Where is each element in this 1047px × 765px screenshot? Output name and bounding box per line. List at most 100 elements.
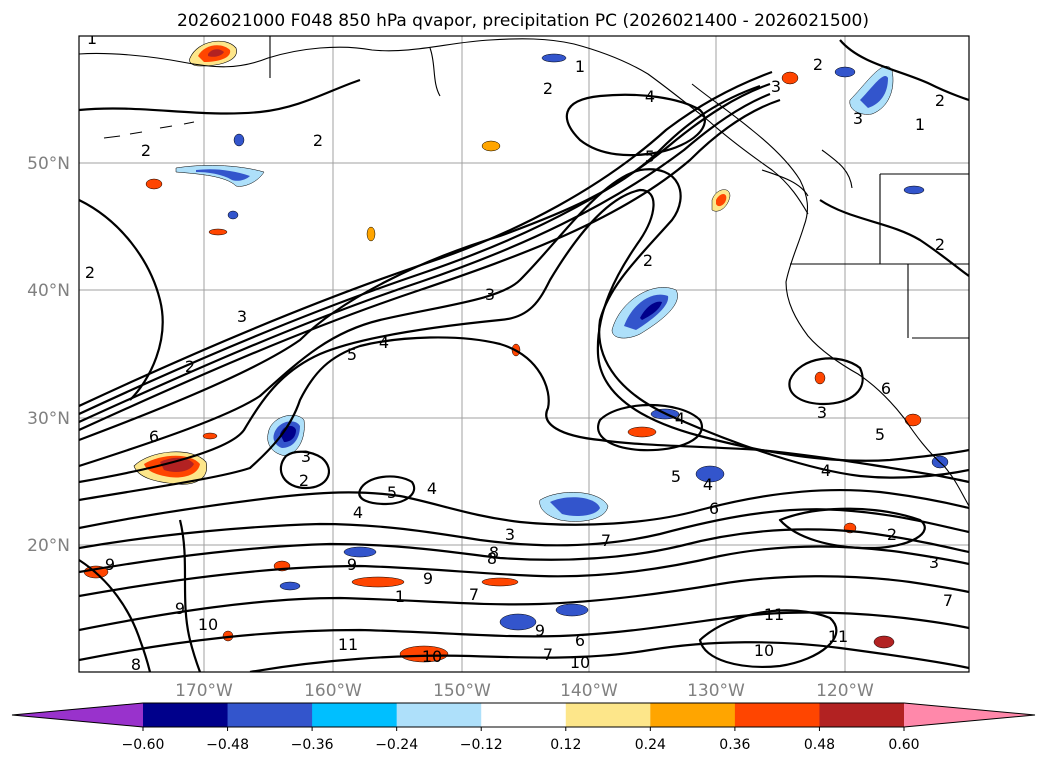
contour-label: 2: [887, 525, 897, 544]
colorbar-bin: [819, 703, 905, 727]
lat-label: 40°N: [27, 281, 70, 301]
lat-label: 50°N: [27, 154, 70, 174]
colorbar: −0.60 −0.48 −0.36 −0.24 −0.12 0.12 0.24 0.36 0.4…: [11, 702, 1036, 753]
colorbar-bin: [312, 703, 398, 727]
contour-label: 4: [353, 503, 363, 522]
contour-closed: [565, 93, 706, 157]
colorbar-tick-label: 0.12: [550, 737, 581, 753]
contour-label: 9: [347, 555, 357, 574]
lon-label: 170°W: [175, 681, 233, 701]
colorbar-tick-label: 0.24: [635, 737, 666, 753]
map-background: [79, 36, 969, 672]
latitude-labels: 50°N 40°N 30°N 20°N: [27, 154, 70, 556]
contour-closed: [698, 609, 838, 668]
contour-label: 5: [387, 483, 397, 502]
contour-line: [79, 98, 781, 432]
lon-label: 130°W: [687, 681, 745, 701]
bc-coastline-detail: [761, 149, 853, 197]
contour-label: 1: [87, 29, 97, 48]
contour-line: [819, 199, 969, 277]
coastlines: [79, 36, 969, 507]
figure-title: 2026021000 F048 850 hPa qvapor, precipit…: [177, 11, 869, 31]
contour-label: 9: [175, 599, 185, 618]
longitude-labels: 170°W 160°W 150°W 140°W 130°W 120°W: [175, 681, 874, 701]
contour-label: 2: [935, 235, 945, 254]
contour-label: 5: [875, 425, 885, 444]
contour-label: 4: [703, 475, 713, 494]
contour-label: 10: [422, 647, 442, 666]
colorbar-tick-label: −0.48: [206, 737, 249, 753]
contour-label: 4: [645, 87, 655, 106]
colorbar-tick-label: −0.12: [460, 737, 503, 753]
colorbar-tick-label: −0.24: [375, 737, 418, 753]
contour-line: [79, 575, 969, 632]
contour-label: 5: [645, 147, 655, 166]
contour-label: 10: [570, 653, 590, 672]
contour-label: 10: [754, 641, 774, 660]
map-frame: [78, 35, 970, 673]
colorbar-bin: [143, 703, 229, 727]
colorbar-bin: [650, 703, 736, 727]
contour-label: 5: [347, 345, 357, 364]
contour-label: 6: [575, 631, 585, 650]
contour-label: 6: [709, 499, 719, 518]
contour-label: 9: [105, 555, 115, 574]
contour-line: [79, 545, 969, 598]
precip-blue-patch-subtropical: [539, 492, 609, 522]
colorbar-tick-label: −0.36: [291, 737, 334, 753]
contour-label: 3: [237, 307, 247, 326]
contour-line: [178, 519, 202, 672]
aleutian-islands: [103, 121, 195, 139]
contour-label: 4: [427, 479, 437, 498]
contour-label: 4: [675, 409, 685, 428]
colorbar-tick-label: 0.48: [804, 737, 835, 753]
contour-label: 5: [671, 467, 681, 486]
contour-label: 2: [643, 251, 653, 270]
contour-label: 3: [505, 525, 515, 544]
contour-line: [79, 528, 969, 574]
contour-line: [79, 559, 152, 672]
contour-label: 2: [543, 79, 553, 98]
colorbar-bin: [565, 703, 651, 727]
contour-line: [249, 641, 969, 672]
contour-line: [839, 39, 969, 102]
lat-label: 20°N: [27, 536, 70, 556]
contour-label: 9: [423, 569, 433, 588]
contour-label: 11: [338, 635, 358, 654]
contour-line: [79, 488, 969, 530]
contour-label: 3: [817, 403, 827, 422]
contour-label: 1: [395, 587, 405, 606]
colorbar-tick-label: 0.36: [719, 737, 750, 753]
colorbar-bin: [734, 703, 820, 727]
contour-label: 1: [915, 115, 925, 134]
map-area: 1 2 2 3 4 5 2 3 5 4 3 2 5 4 3 2 6 3 2 4 …: [79, 29, 969, 672]
contour-label: 4: [821, 461, 831, 480]
colorbar-tick-label: −0.60: [122, 737, 165, 753]
contour-label: 7: [543, 645, 553, 664]
contour-label: 2: [935, 91, 945, 110]
contour-label: 10: [198, 615, 218, 634]
contour-label: 3: [485, 285, 495, 304]
contour-label: 3: [929, 553, 939, 572]
precip-blue-patch-gulf-alaska: [849, 66, 894, 115]
colorbar-bin: [227, 703, 313, 727]
contour-line: [79, 611, 969, 662]
precip-red-patch-west: [133, 451, 207, 485]
contour-line: [79, 508, 969, 550]
contour-closed: [597, 404, 703, 452]
contour-closed: [358, 475, 416, 506]
contour-label: 2: [313, 131, 323, 150]
contour-label: 7: [469, 585, 479, 604]
contour-line: [79, 92, 771, 424]
lon-label: 150°W: [433, 681, 491, 701]
precip-blue-band-north: [175, 165, 265, 187]
precip-blue-patch-central: [611, 287, 678, 339]
contour-label: 3: [853, 109, 863, 128]
colorbar-bin: [481, 703, 567, 727]
precip-red-patch-east: [711, 189, 731, 212]
contour-label: 11: [764, 605, 784, 624]
contour-label: 2: [141, 141, 151, 160]
contour-label: 4: [379, 333, 389, 352]
precip-orange-patch-aleutian: [189, 40, 237, 67]
